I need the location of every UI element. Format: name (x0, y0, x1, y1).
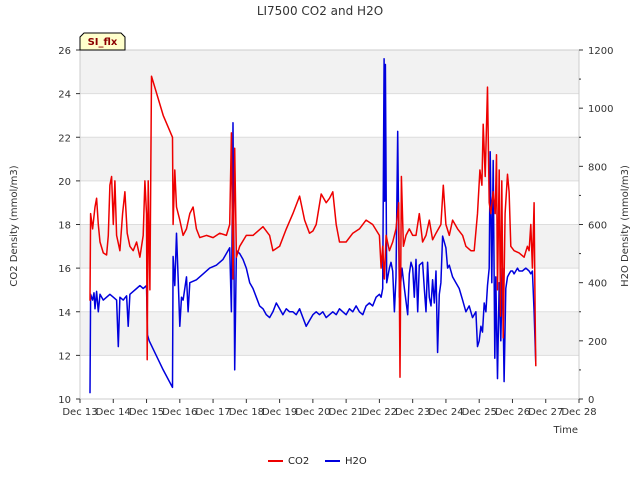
y-right-tick-label: 200 (588, 337, 607, 348)
y-left-tick-label: 24 (58, 90, 71, 101)
y-right-tick-label: 600 (588, 221, 607, 232)
legend-h2o-label: H2O (345, 456, 367, 467)
y-left-tick-label: 10 (58, 395, 71, 406)
y-axis-right-label: H2O Density (mmol/m3) (620, 165, 631, 287)
x-tick-label: Dec 17 (195, 407, 230, 418)
x-tick-label: Dec 20 (295, 407, 330, 418)
y-left-tick-label: 18 (58, 221, 71, 232)
y-right-tick-label: 0 (588, 395, 594, 406)
y-left-tick-label: 16 (58, 264, 71, 275)
y-axis-left-ticks: 10 12 14 16 18 20 22 24 26 (58, 46, 80, 406)
band-3 (80, 224, 579, 269)
x-tick-label: Dec 15 (129, 407, 164, 418)
y-left-tick-label: 20 (58, 177, 71, 188)
y-right-tick-label: 1000 (588, 104, 613, 115)
x-tick-label: Dec 14 (96, 407, 131, 418)
series-h2o-line (89, 57, 537, 394)
x-tick-label: Dec 24 (428, 407, 463, 418)
band-7 (80, 50, 579, 94)
y-right-tick-label: 1200 (588, 46, 613, 57)
band-0 (80, 355, 579, 399)
band-6 (80, 93, 579, 138)
x-tick-label: Dec 18 (229, 407, 264, 418)
x-axis-label: Time (553, 425, 578, 436)
y-left-tick-label: 22 (58, 133, 71, 144)
si-flx-badge: SI_flx (79, 32, 126, 51)
legend: CO2 H2O (268, 456, 367, 467)
legend-co2-label: CO2 (288, 456, 309, 467)
x-tick-label: Dec 21 (329, 407, 364, 418)
band-5 (80, 137, 579, 181)
band-4 (80, 180, 579, 225)
x-tick-label: Dec 28 (561, 407, 596, 418)
x-tick-label: Dec 19 (262, 407, 297, 418)
x-tick-label: Dec 27 (528, 407, 563, 418)
y-left-tick-label: 12 (58, 351, 71, 362)
series-layer (89, 57, 537, 394)
x-tick-label: Dec 16 (162, 407, 197, 418)
y-axis-left-label: CO2 Density (mmol/m3) (9, 165, 20, 286)
y-left-tick-label: 14 (58, 308, 71, 319)
y-right-tick-label: 400 (588, 279, 607, 290)
y-left-tick-label: 26 (58, 46, 71, 57)
y-right-tick-label: 800 (588, 162, 607, 173)
x-tick-label: Dec 26 (495, 407, 530, 418)
series-co2-line (89, 75, 537, 378)
y-axis-right-ticks: 0 200 400 600 800 1000 1200 (579, 46, 613, 406)
badge-label: SI_flx (88, 37, 118, 48)
x-tick-label: Dec 13 (62, 407, 97, 418)
x-tick-label: Dec 22 (362, 407, 397, 418)
x-tick-label: Dec 25 (462, 407, 497, 418)
chart-title: LI7500 CO2 and H2O (257, 4, 383, 18)
x-tick-label: Dec 23 (395, 407, 430, 418)
